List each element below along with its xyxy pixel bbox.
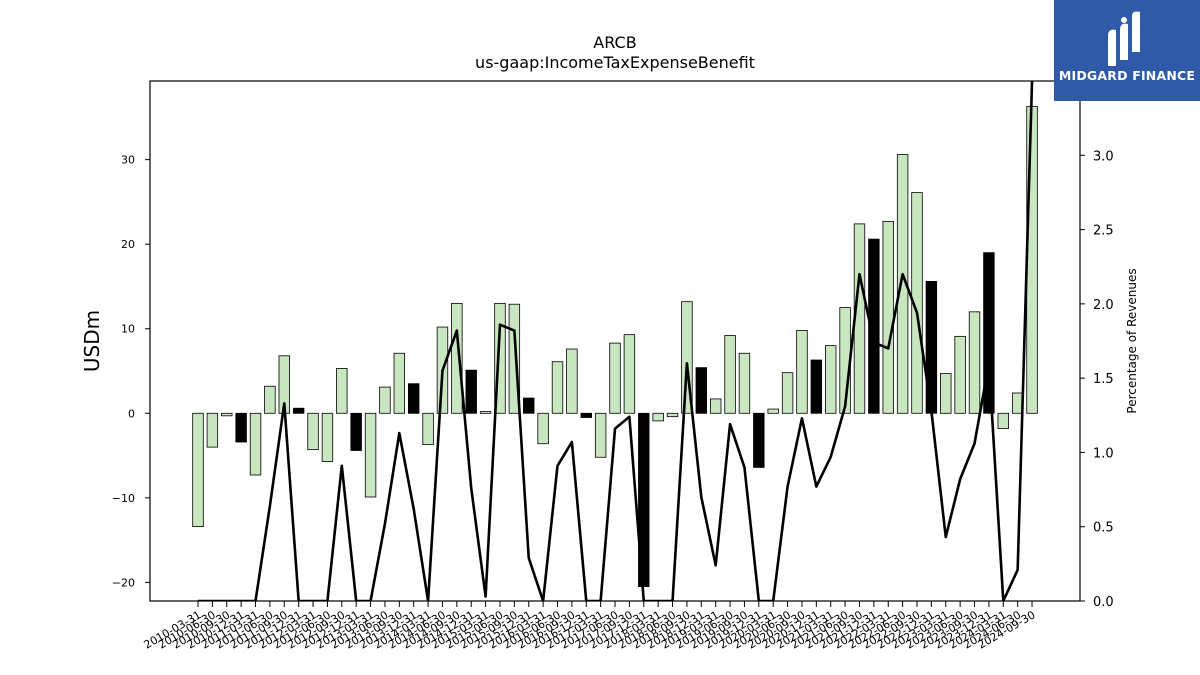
quarterly-bar (307, 412, 319, 451)
y-right-tick-label: 2.0 (1093, 298, 1114, 313)
annual-bar (868, 238, 880, 414)
annual-bar (580, 412, 592, 418)
quarterly-bar (709, 398, 722, 414)
quarterly-bar (968, 311, 981, 414)
quarterly-bar (896, 154, 909, 414)
y-axis-label-right: Percentage of Revenues (1125, 268, 1139, 413)
annual-bar (407, 383, 420, 414)
quarterly-bar (681, 301, 693, 414)
quarterly-bar (1026, 105, 1038, 414)
quarterly-bar (566, 348, 578, 414)
line-series (198, 81, 1034, 601)
annual-bar (235, 412, 247, 443)
y-right-tick-label: 0.0 (1093, 595, 1114, 610)
quarterly-bar (997, 412, 1009, 429)
quarterly-bar (738, 352, 751, 414)
quarterly-bar (422, 412, 434, 445)
annual-bar (350, 412, 362, 451)
quarterly-bar (954, 335, 966, 414)
annual-bar (465, 369, 477, 414)
midgard-logo-icon (1108, 11, 1140, 67)
y-tick-label: 0 (128, 407, 135, 420)
y-tick-label: −10 (112, 492, 135, 505)
quarterly-bar (508, 303, 521, 414)
chart-title: ARCB (593, 33, 636, 52)
quarterly-bar (192, 412, 204, 527)
annual-bar (753, 412, 765, 468)
quarterly-bar (551, 361, 564, 414)
quarterly-bar (724, 335, 736, 414)
quarterly-bar (451, 302, 463, 414)
quarterly-bar (825, 345, 837, 414)
quarterly-bar (336, 368, 348, 414)
y-axis-label: USDm (80, 310, 104, 372)
quarterly-bar (479, 411, 492, 414)
quarterly-bar (321, 412, 334, 462)
quarterly-bar (206, 412, 219, 448)
percentage-line (198, 81, 1034, 601)
annual-bar (292, 407, 305, 414)
logo-text: MIDGARD FINANCE (1058, 68, 1196, 83)
y-tick-label: −20 (112, 576, 135, 589)
annual-bar (523, 397, 535, 414)
y-right-tick-label: 1.0 (1093, 446, 1114, 461)
axes: −20−1001020300.00.51.01.52.02.53.02010-0… (112, 80, 1114, 652)
y-tick-label: 10 (121, 323, 135, 336)
quarterly-bar (796, 330, 808, 414)
quarterly-bar (666, 412, 679, 418)
y-tick-label: 20 (121, 238, 135, 251)
quarterly-bar (221, 412, 233, 417)
quarterly-bar (609, 342, 621, 414)
quarterly-bar (264, 385, 276, 414)
quarterly-bar (364, 412, 377, 498)
y-right-tick-label: 0.5 (1093, 521, 1114, 536)
bar-series (192, 105, 1038, 588)
y-right-tick-label: 1.5 (1093, 372, 1114, 387)
annual-bar (983, 252, 995, 414)
quarterly-bar (249, 412, 262, 476)
quarterly-bar (911, 192, 923, 414)
plot-frame (149, 80, 1081, 602)
quarterly-bar (767, 408, 779, 414)
midgard-finance-logo: MIDGARD FINANCE (1054, 0, 1200, 101)
y-right-tick-label: 2.5 (1093, 224, 1114, 239)
annual-bar (695, 367, 708, 414)
annual-bar (810, 359, 823, 414)
quarterly-bar (379, 386, 391, 414)
y-right-tick-label: 3.0 (1093, 149, 1114, 164)
quarterly-bar (393, 352, 406, 414)
quarterly-bar (494, 302, 506, 414)
quarterly-bar (781, 372, 794, 414)
quarterly-bar (882, 220, 894, 414)
y-tick-label: 30 (121, 154, 135, 167)
quarterly-bar (940, 373, 952, 414)
quarterly-bar (652, 412, 664, 422)
chart-subtitle: us-gaap:IncomeTaxExpenseBenefit (475, 53, 755, 72)
quarterly-bar (623, 334, 636, 414)
quarterly-bar (537, 412, 549, 445)
quarterly-bar (594, 412, 607, 458)
